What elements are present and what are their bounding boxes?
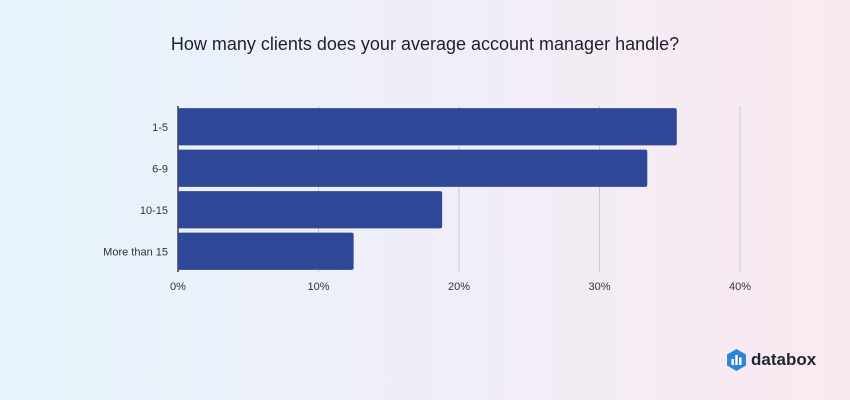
category-label: 10-15 xyxy=(140,205,168,217)
databox-logo-icon xyxy=(727,349,746,371)
category-label: More than 15 xyxy=(103,246,168,258)
x-tick-label: 20% xyxy=(448,281,470,293)
x-tick-label: 0% xyxy=(170,281,186,293)
bar xyxy=(178,149,648,187)
bars xyxy=(178,108,677,270)
x-tick-label: 40% xyxy=(729,281,751,293)
x-tick-label: 30% xyxy=(588,281,610,293)
databox-logo: databox xyxy=(727,349,816,371)
bar xyxy=(178,108,677,146)
category-label: 6-9 xyxy=(152,163,168,175)
databox-logo-text: databox xyxy=(751,350,817,369)
category-label: 1-5 xyxy=(152,122,168,134)
x-tick-label: 10% xyxy=(307,281,329,293)
bar xyxy=(178,232,354,270)
category-labels: 1-5 6-9 10-15 More than 15 xyxy=(103,122,168,259)
chart-title: How many clients does your average accou… xyxy=(170,34,680,54)
x-tick-labels: 0% 10% 20% 30% 40% xyxy=(170,281,751,293)
bar xyxy=(178,191,443,229)
